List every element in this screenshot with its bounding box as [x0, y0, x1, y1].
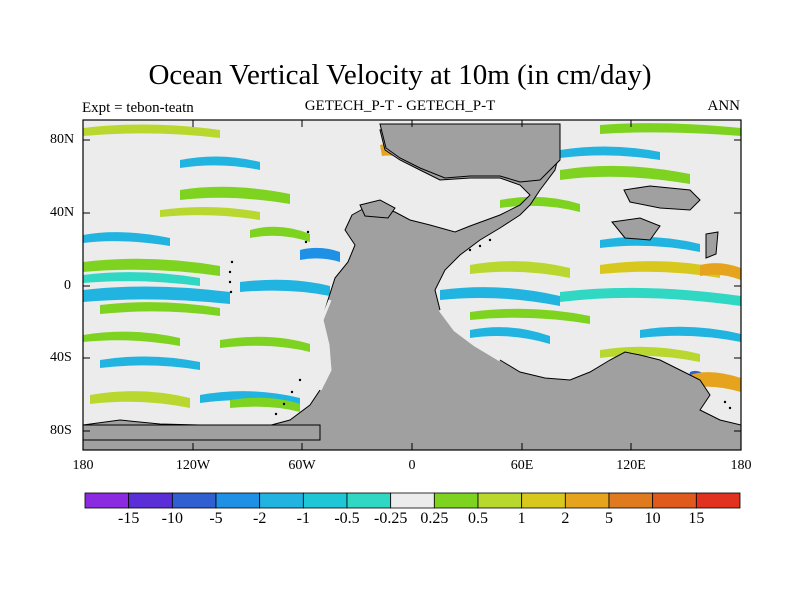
velocity-streak — [560, 165, 690, 184]
velocity-streak — [83, 232, 170, 246]
velocity-streak — [470, 261, 570, 278]
land-island — [611, 217, 661, 241]
velocity-streak — [83, 124, 220, 138]
colorbar-swatch — [84, 492, 130, 509]
colorbar-swatch — [477, 492, 523, 509]
velocity-streak — [560, 146, 660, 160]
colorbar-swatch — [259, 492, 304, 509]
velocity-streak — [83, 286, 230, 304]
colorbar-label: -2 — [252, 510, 267, 527]
lon-label-120e: 120E — [616, 458, 646, 473]
lat-label-80n: 80N — [50, 132, 75, 147]
colorbar-swatch — [521, 492, 566, 509]
colorbar-label: -0.25 — [373, 510, 408, 527]
colorbar-label: -1 — [296, 510, 310, 527]
coastal-fringe — [318, 299, 501, 391]
colorbar-label: -0.5 — [334, 510, 360, 527]
colorbar-swatch — [171, 492, 217, 509]
velocity-field — [83, 123, 741, 420]
lon-label-0: 0 — [408, 458, 416, 473]
velocity-streak — [600, 236, 700, 252]
velocity-streak — [500, 196, 580, 212]
map-title: Ocean Vertical Velocity at 10m (in cm/da… — [148, 59, 652, 91]
velocity-streak — [300, 247, 340, 262]
velocity-streak — [160, 206, 260, 220]
lon-label-60e: 60E — [510, 458, 534, 473]
colorbar-label: -10 — [161, 510, 183, 527]
colorbar-swatch — [652, 492, 697, 509]
colorbar-swatch — [215, 492, 261, 509]
velocity-streak — [230, 397, 300, 412]
colorbar-label: 5 — [605, 510, 613, 527]
velocity-streak — [470, 327, 550, 344]
dataset-label: GETECH_P-T - GETECH_P-T — [304, 98, 496, 114]
colorbar-swatch — [128, 492, 173, 509]
velocity-streak — [470, 308, 590, 324]
lat-label-40n: 40N — [50, 205, 75, 220]
land-antarctica — [83, 424, 321, 441]
colorbar-label: 0.5 — [468, 510, 488, 527]
tick-marks — [83, 120, 741, 450]
velocity-streak — [600, 123, 741, 136]
velocity-streak — [100, 356, 200, 370]
colorbar-swatch — [608, 492, 654, 509]
colorbar-label: 0.25 — [420, 510, 449, 527]
colorbar-label: 10 — [644, 510, 661, 527]
lon-label-120w: 120W — [175, 458, 211, 473]
coastline-dots — [228, 230, 732, 416]
velocity-streak — [90, 391, 190, 408]
colorbar-swatch — [390, 492, 435, 509]
velocity-streak — [240, 279, 330, 296]
colorbar-label: 15 — [688, 510, 705, 527]
colorbar-swatch — [564, 492, 610, 509]
land-island — [359, 199, 396, 219]
colorbar — [84, 492, 741, 509]
experiment-label: Expt = tebon-teatn — [82, 100, 194, 116]
velocity-streak — [640, 326, 741, 342]
land-north — [379, 123, 561, 183]
velocity-streak — [83, 272, 200, 286]
lon-label-180e: 180 — [730, 458, 752, 473]
colorbar-label: -5 — [209, 510, 223, 527]
colorbar-swatch — [433, 492, 479, 509]
colorbar-swatch — [346, 492, 392, 509]
velocity-streak — [560, 287, 741, 306]
velocity-streak — [690, 372, 741, 392]
lat-label-40s: 40S — [50, 350, 72, 365]
velocity-streak — [180, 186, 290, 204]
colorbar-swatch — [695, 492, 741, 509]
velocity-streak — [220, 336, 310, 352]
lon-label-180w: 180 — [72, 458, 94, 473]
velocity-streak — [100, 302, 220, 316]
map-plot-area — [83, 120, 741, 450]
colorbar-label: -15 — [117, 510, 140, 527]
lon-label-60w: 60W — [288, 458, 316, 473]
lat-label-0: 0 — [64, 278, 71, 293]
land-masses — [83, 123, 741, 450]
season-label: ANN — [707, 98, 741, 114]
colorbar-label: 2 — [561, 510, 570, 527]
land-island — [705, 231, 719, 259]
velocity-streak — [600, 346, 700, 362]
colorbar-label: 1 — [517, 510, 526, 527]
velocity-streak — [180, 156, 260, 170]
lat-label-80s: 80S — [50, 423, 72, 438]
velocity-streak — [600, 261, 720, 278]
velocity-streak — [83, 331, 180, 346]
land-island — [623, 185, 701, 211]
velocity-streak — [700, 263, 741, 280]
velocity-streak — [83, 258, 220, 276]
velocity-streak — [250, 226, 310, 242]
colorbar-swatch — [302, 492, 348, 509]
velocity-streak — [440, 287, 560, 306]
